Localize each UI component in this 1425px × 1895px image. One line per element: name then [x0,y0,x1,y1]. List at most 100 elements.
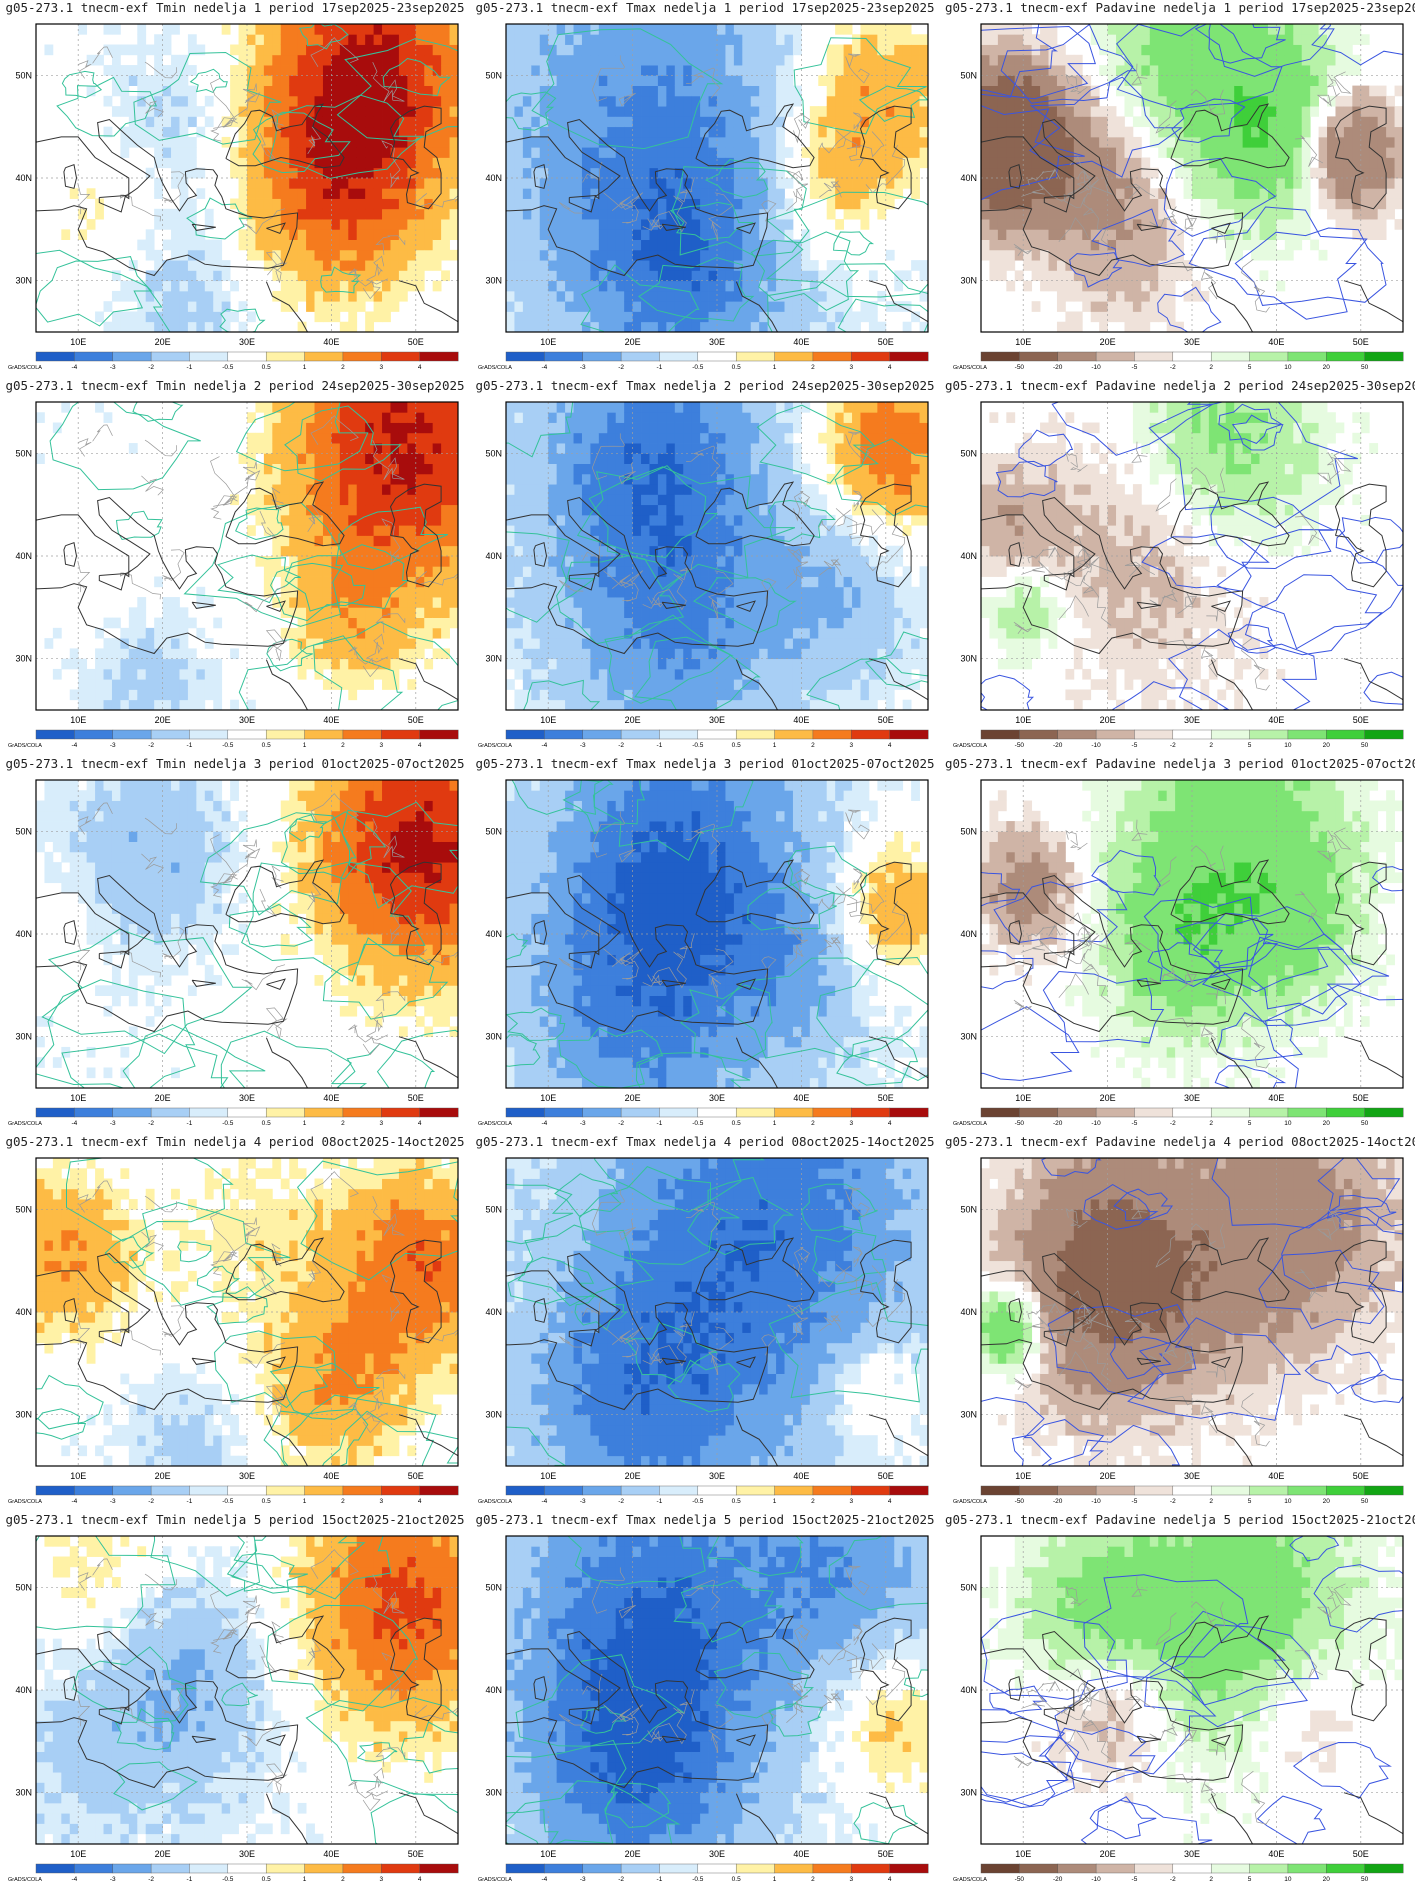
panel-title: g05-273.1 tnecm-exf Tmin nedelja 1 perio… [5,0,465,15]
colorbar-legend: -4 -3 -2 -1 -0.5 0.5 1 2 3 4 GrADS/COLA [8,1107,459,1127]
lon-tick-label: 40E [1268,715,1284,725]
colorbar-label: -1 [657,742,663,749]
coastline [506,1237,928,1466]
colorbar-swatch [620,351,660,362]
lon-tick-label: 40E [1268,1093,1284,1103]
panel-title: g05-273.1 tnecm-exf Tmax nedelja 3 perio… [475,756,935,771]
colorbar-label: -20 [1053,1120,1063,1127]
colorbar-label: -4 [71,1120,77,1127]
colorbar-legend: -4 -3 -2 -1 -0.5 0.5 1 2 3 4 GrADS/COLA [478,1485,929,1505]
colorbar-swatch [774,1863,814,1874]
grads-credit: GrADS/COLA [953,1877,987,1883]
coastline [981,859,1403,1088]
contour-lines [506,28,928,332]
colorbar-swatch [889,1863,929,1874]
panel-title: g05-273.1 tnecm-exf Tmin nedelja 3 perio… [5,756,465,771]
lon-tick-label: 10E [540,1849,556,1859]
contour-lines [506,780,928,1088]
map-panel: g05-273.1 tnecm-exf Tmin nedelja 4 perio… [0,1134,470,1512]
lat-tick-label: 40N [15,1307,32,1317]
colorbar-label: -2 [618,1498,624,1505]
colorbar-swatch [505,729,545,740]
coastline [36,103,458,332]
colorbar-label: 1 [303,364,307,371]
map-frame [505,1535,929,1845]
colorbar-label: 10 [1284,1120,1292,1127]
colorbar-swatch [342,1107,382,1118]
colorbar-label: 20 [1323,364,1331,371]
colorbar-label: -3 [110,742,116,749]
colorbar-label: 4 [888,1120,892,1127]
lon-tick-label: 30E [239,337,255,347]
lon-tick-label: 40E [1268,1849,1284,1859]
colorbar-label: 20 [1323,1498,1331,1505]
colorbar-label: -2 [1170,742,1176,749]
colorbar-label: -10 [1091,1876,1101,1883]
map-frame [505,401,929,711]
coastline [506,481,928,710]
colorbar-swatch [381,351,421,362]
colorbar-swatch [1057,1485,1097,1496]
colorbar-swatch [419,729,459,740]
colorbar-legend: -4 -3 -2 -1 -0.5 0.5 1 2 3 4 GrADS/COLA [8,729,459,749]
colorbar-label: -1 [657,1120,663,1127]
colorbar-legend: -50 -20 -10 -5 -2 2 5 10 20 50 GrADS/COLA [953,1485,1404,1505]
lon-tick-label: 20E [1100,1849,1116,1859]
country-borders [77,415,458,678]
colorbar-swatch [74,1107,114,1118]
colorbar-label: 2 [341,742,345,749]
colorbar-label: 20 [1323,1876,1331,1883]
lon-tick-label: 10E [540,715,556,725]
colorbar-swatch [980,1863,1020,1874]
country-borders [77,1171,458,1434]
colorbar-swatch [1172,1485,1212,1496]
colorbar-label: 1 [773,742,777,749]
colorbar-label: -3 [110,364,116,371]
lon-tick-label: 50E [408,1093,424,1103]
colorbar-swatch [381,1107,421,1118]
colorbar-swatch [659,1107,699,1118]
colorbar-label: 0.5 [262,1498,271,1505]
lon-tick-label: 40E [323,1849,339,1859]
contour-lines [36,24,458,332]
colorbar-label: 2 [1209,742,1213,749]
colorbar-label: 1 [303,1120,307,1127]
country-borders [558,1565,906,1753]
lon-tick-label: 50E [408,337,424,347]
colorbar-label: -2 [1170,1876,1176,1883]
grads-credit: GrADS/COLA [953,1121,987,1127]
map-panel: g05-273.1 tnecm-exf Padavine nedelja 1 p… [945,0,1415,378]
colorbar-label: -5 [1132,1498,1138,1505]
colorbar-swatch [697,1107,737,1118]
colorbar-swatch [227,729,267,740]
lon-tick-label: 40E [323,715,339,725]
map-frame [35,1535,459,1845]
lat-tick-label: 30N [485,276,502,286]
colorbar-label: 4 [418,1120,422,1127]
lon-tick-label: 10E [70,337,86,347]
country-borders [1013,63,1352,313]
map-panel: g05-273.1 tnecm-exf Tmin nedelja 2 perio… [0,378,470,756]
colorbar-swatch [1326,1485,1366,1496]
colorbar-label: 2 [1209,1876,1213,1883]
graticule [506,1158,928,1466]
lat-tick-label: 30N [485,654,502,664]
colorbar-label: 20 [1323,1120,1331,1127]
contour-lines [981,402,1403,710]
colorbar-label: 3 [379,364,383,371]
colorbar-swatch [735,351,776,362]
colorbar-label: -1 [187,1498,193,1505]
colorbar-legend: -4 -3 -2 -1 -0.5 0.5 1 2 3 4 GrADS/COLA [8,351,459,371]
coastline [36,1615,458,1844]
colorbar-label: -4 [541,364,547,371]
coastline [981,103,1403,332]
colorbar-swatch [1249,1485,1289,1496]
colorbar-legend: -50 -20 -10 -5 -2 2 5 10 20 50 GrADS/COLA [953,351,1404,371]
graticule [981,402,1403,710]
country-borders [1013,441,1352,691]
map-svg: 10E 20E 30E 40E 50E 50N 40N 30N -50 -20 -10 -5 -2 2 5 1… [953,779,1404,1127]
lat-tick-label: 30N [960,1788,977,1798]
colorbar-label: 4 [888,364,892,371]
colorbar-label: 2 [811,1876,815,1883]
colorbar-label: 2 [341,1498,345,1505]
